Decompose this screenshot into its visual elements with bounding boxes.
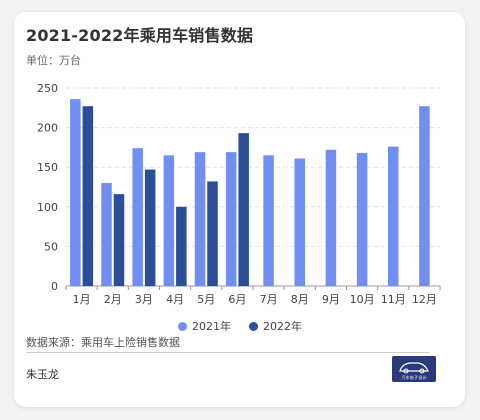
- unit-label: 单位：万台: [26, 54, 81, 67]
- bar-2021: [70, 99, 81, 286]
- y-tick-label: 200: [37, 122, 58, 135]
- x-tick-label: 2月: [104, 293, 122, 306]
- x-tick-label: 1月: [73, 293, 91, 306]
- bar-2021: [225, 152, 237, 286]
- chart-title: 2021-2022年乘用车销售数据: [26, 26, 254, 45]
- x-tick-label: 12月: [412, 293, 437, 306]
- bar-2021: [101, 183, 112, 286]
- y-tick-label: 250: [37, 82, 58, 95]
- bar-2021: [325, 149, 337, 286]
- x-tick-label: 9月: [322, 293, 340, 306]
- x-tick-label: 4月: [166, 293, 184, 306]
- x-tick-label: 6月: [228, 293, 246, 306]
- bar-2022: [238, 133, 249, 286]
- bar-2021: [356, 152, 368, 286]
- bar-2021: [132, 148, 143, 286]
- bar-2022: [113, 194, 125, 286]
- x-tick-label: 8月: [291, 293, 309, 306]
- legend-dot-2021: [178, 321, 187, 331]
- x-tick-label: 11月: [381, 293, 406, 306]
- x-tick-label: 3月: [135, 293, 153, 306]
- bar-2021: [163, 155, 175, 286]
- bar-2022: [176, 206, 187, 286]
- legend-item-2021[interactable]: 2021年: [178, 318, 231, 334]
- x-tick-label: 10月: [350, 293, 375, 306]
- legend-dot-2022: [249, 321, 258, 331]
- x-tick-label: 5月: [197, 293, 215, 306]
- author: 朱玉龙: [26, 368, 59, 381]
- data-source: 数据来源：乘用车上险销售数据: [26, 336, 180, 349]
- divider: [26, 352, 430, 353]
- car-silhouette-icon: [399, 362, 429, 374]
- legend-label-2022: 2022年: [263, 320, 302, 333]
- legend-item-2022[interactable]: 2022年: [249, 318, 302, 334]
- bar-2022: [207, 181, 218, 286]
- bar-2021: [263, 155, 274, 286]
- x-tick-label: 7月: [260, 293, 278, 306]
- y-tick-label: 150: [37, 161, 58, 174]
- legend-label-2021: 2021年: [192, 320, 231, 333]
- bar-2022: [144, 169, 156, 286]
- bar-2021: [294, 158, 305, 286]
- bar-2022: [82, 106, 94, 286]
- logo-text: 汽车电子设计: [401, 375, 427, 380]
- legend: 2021年 2022年: [0, 318, 480, 334]
- bar-2021: [419, 106, 430, 286]
- y-tick-label: 0: [51, 280, 58, 293]
- bar-2021: [194, 152, 206, 286]
- y-tick-label: 100: [37, 201, 58, 214]
- bar-2021: [388, 146, 399, 286]
- y-tick-label: 50: [44, 240, 58, 253]
- car-logo-icon: 汽车电子设计: [392, 356, 436, 382]
